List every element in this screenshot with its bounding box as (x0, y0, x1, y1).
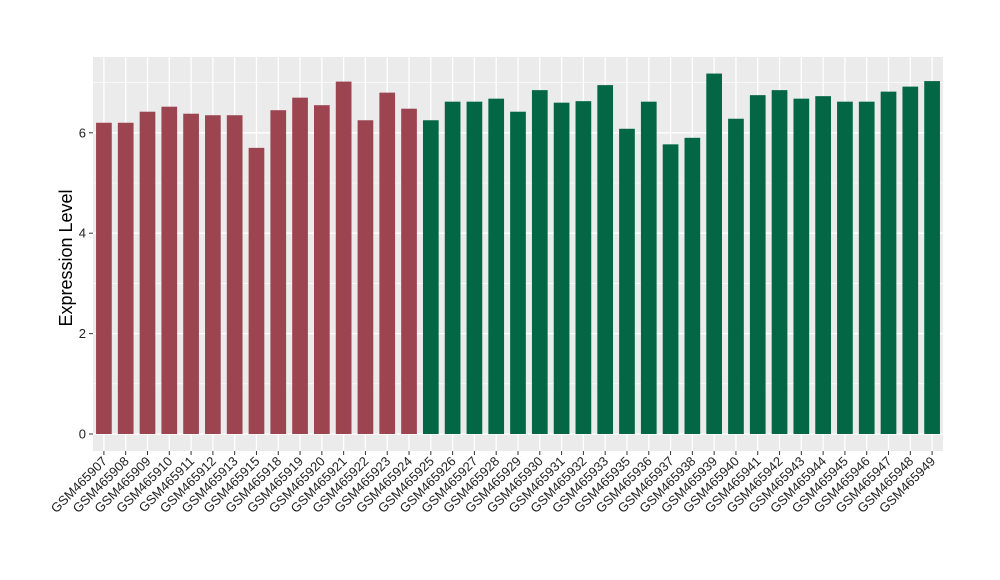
bar-GSM465915 (248, 147, 265, 435)
bar-GSM465929 (510, 111, 526, 434)
bar-GSM465925 (422, 120, 439, 434)
bar-GSM465945 (837, 101, 853, 435)
bar-GSM465949 (924, 81, 940, 435)
bar-GSM465924 (401, 108, 417, 434)
bar-GSM465948 (902, 86, 919, 434)
bar-GSM465911 (183, 113, 199, 434)
y-tick-label: 0 (79, 427, 86, 442)
bar-GSM465935 (619, 128, 635, 434)
bar-GSM465938 (684, 137, 701, 434)
bar-GSM465909 (139, 111, 156, 434)
bar-GSM465920 (314, 105, 330, 434)
bar-GSM465930 (531, 90, 548, 434)
y-axis-title: Expression Level (56, 189, 76, 326)
bar-GSM465947 (880, 91, 897, 435)
bar-GSM465936 (640, 101, 657, 435)
bar-GSM465921 (335, 81, 352, 434)
bar-GSM465946 (858, 101, 875, 435)
bar-GSM465913 (226, 115, 243, 434)
bar-GSM465942 (771, 90, 788, 434)
bar-GSM465928 (488, 98, 505, 434)
bar-GSM465919 (292, 97, 308, 434)
bar-GSM465943 (793, 98, 810, 434)
bar-GSM465927 (466, 101, 483, 435)
bar-GSM465907 (96, 122, 112, 434)
bar-GSM465926 (444, 101, 461, 435)
y-tick-label: 4 (79, 226, 86, 241)
bar-GSM465923 (379, 92, 396, 434)
y-tick-label: 6 (79, 125, 86, 140)
bar-GSM465937 (662, 144, 679, 434)
bar-GSM465912 (205, 115, 221, 434)
bar-GSM465908 (117, 122, 134, 434)
bars (96, 73, 940, 435)
bar-GSM465941 (749, 95, 766, 435)
bar-GSM465931 (553, 102, 570, 435)
bar-GSM465918 (270, 110, 287, 435)
x-axis: GSM465907GSM465908GSM465909GSM465910GSM4… (48, 451, 938, 516)
bar-GSM465933 (597, 85, 614, 435)
bar-GSM465944 (815, 96, 831, 435)
bar-GSM465932 (575, 101, 592, 434)
y-axis: 0 2 4 6 (79, 125, 93, 442)
y-tick-label: 2 (79, 326, 86, 341)
bar-GSM465910 (161, 106, 178, 435)
bar-GSM465922 (357, 120, 374, 434)
bar-GSM465940 (728, 118, 744, 434)
bar-GSM465939 (706, 73, 722, 435)
